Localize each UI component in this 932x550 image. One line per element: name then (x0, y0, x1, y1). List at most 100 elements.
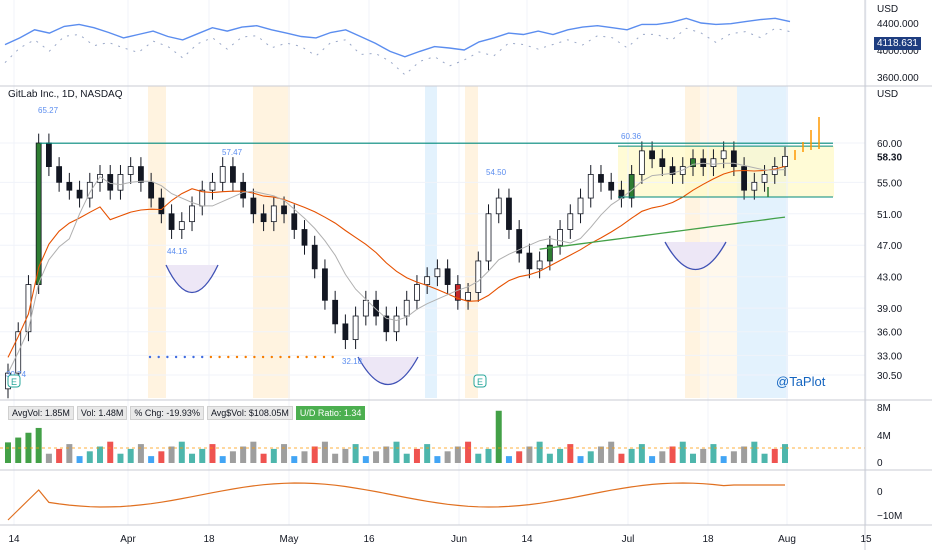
volume-bar (577, 456, 584, 463)
candle-body (557, 229, 563, 246)
volume-bar (97, 446, 104, 463)
volume-bar (485, 448, 492, 463)
ma-red-line (7, 165, 786, 358)
signal-dot (296, 355, 300, 359)
volume-tick-label: 8M (877, 403, 891, 414)
volume-bar (5, 442, 11, 463)
candle-body (659, 158, 666, 167)
volume-bar (516, 451, 523, 463)
candle-body (168, 213, 175, 230)
price-tick-label: 43.00 (877, 273, 902, 284)
price-annotation: 57.47 (222, 148, 243, 157)
signal-dot (227, 355, 230, 359)
volume-bar (434, 456, 441, 463)
volume-bar (158, 451, 165, 463)
candle-body (700, 158, 707, 167)
candle-body (598, 174, 604, 183)
candle-body (608, 181, 615, 191)
volume-bar (127, 448, 134, 463)
signal-dot (305, 355, 308, 359)
price-annotation: 65.27 (38, 106, 59, 115)
index-last-value: 4118.631 (874, 37, 921, 50)
volume-bar (741, 446, 748, 463)
ma-green-line (539, 216, 786, 250)
candle-body (240, 181, 247, 199)
earnings-marker (473, 374, 487, 388)
volume-bar (679, 441, 686, 463)
candle-body (475, 260, 482, 293)
price-tick-label: 39.00 (877, 304, 902, 315)
volume-bar (597, 446, 604, 463)
x-tick-label: 14 (8, 534, 20, 545)
volume-bar (270, 448, 277, 463)
x-tick-label: Jun (451, 534, 467, 545)
volume-bar (771, 448, 778, 463)
candle-body (782, 155, 788, 167)
candle-body (260, 213, 267, 223)
volume-bar (15, 437, 22, 463)
volume-bar (76, 456, 83, 463)
volume-bar (689, 453, 696, 463)
volume-bar (209, 444, 216, 463)
candle-body (454, 284, 461, 301)
candle-body (444, 268, 451, 285)
candle-body (219, 166, 226, 183)
volume-bar (465, 441, 472, 463)
session-band (737, 86, 788, 398)
volume-bar (782, 444, 788, 463)
volume-bar (148, 456, 155, 463)
volume-bar (219, 456, 226, 463)
volume-bar (659, 451, 666, 463)
candle-body (536, 260, 543, 270)
volume-bar (301, 451, 308, 463)
oscillator-tick-label: −10M (877, 511, 902, 522)
volume-bar (250, 441, 257, 463)
candle-body (76, 189, 83, 199)
index-tick-label: 3600.000 (877, 73, 919, 84)
volume-bar (281, 444, 288, 463)
candle-body (577, 197, 584, 215)
signal-dot (279, 355, 282, 359)
volume-bar (413, 448, 420, 463)
candle-body (771, 166, 778, 175)
candle-body (710, 158, 717, 167)
volume-bar (393, 441, 400, 463)
candle-body (230, 166, 236, 183)
volume-bar (628, 448, 635, 463)
volume-bar (321, 441, 328, 463)
price-currency: USD (877, 89, 898, 100)
volume-bar (240, 446, 247, 463)
volume-bar (526, 446, 533, 463)
signal-dot (201, 355, 204, 359)
session-band (253, 86, 290, 398)
volume-bar (352, 444, 359, 463)
signal-dot (331, 355, 334, 359)
volume-bar (454, 446, 461, 463)
price-tick-label: 60.00 (877, 139, 902, 150)
candle-body (424, 276, 431, 285)
volume-bar (546, 453, 553, 463)
candle-body (638, 150, 645, 175)
candle-body (342, 323, 349, 341)
volume-bar (25, 432, 32, 463)
x-tick-label: 16 (363, 534, 375, 545)
volume-bar (669, 446, 676, 463)
volume-bar (137, 444, 144, 463)
candle-body (506, 197, 512, 230)
price-tick-label: 51.00 (877, 210, 902, 221)
volume-bar (332, 453, 339, 463)
x-tick-label: Apr (120, 534, 136, 545)
price-annotation: 60.36 (621, 132, 642, 141)
signal-dot (235, 355, 239, 359)
index-dotted-line (4, 27, 791, 76)
x-tick-label: 18 (702, 534, 714, 545)
candle-body (322, 268, 328, 301)
volume-bar (56, 448, 63, 463)
index-tick-label: 4400.000 (877, 19, 919, 30)
candle-body (751, 181, 758, 191)
oscillator-panel (7, 482, 785, 521)
price-tick-label: 30.50 (877, 371, 902, 382)
volume-bar (199, 448, 206, 463)
candle-body (56, 166, 63, 183)
